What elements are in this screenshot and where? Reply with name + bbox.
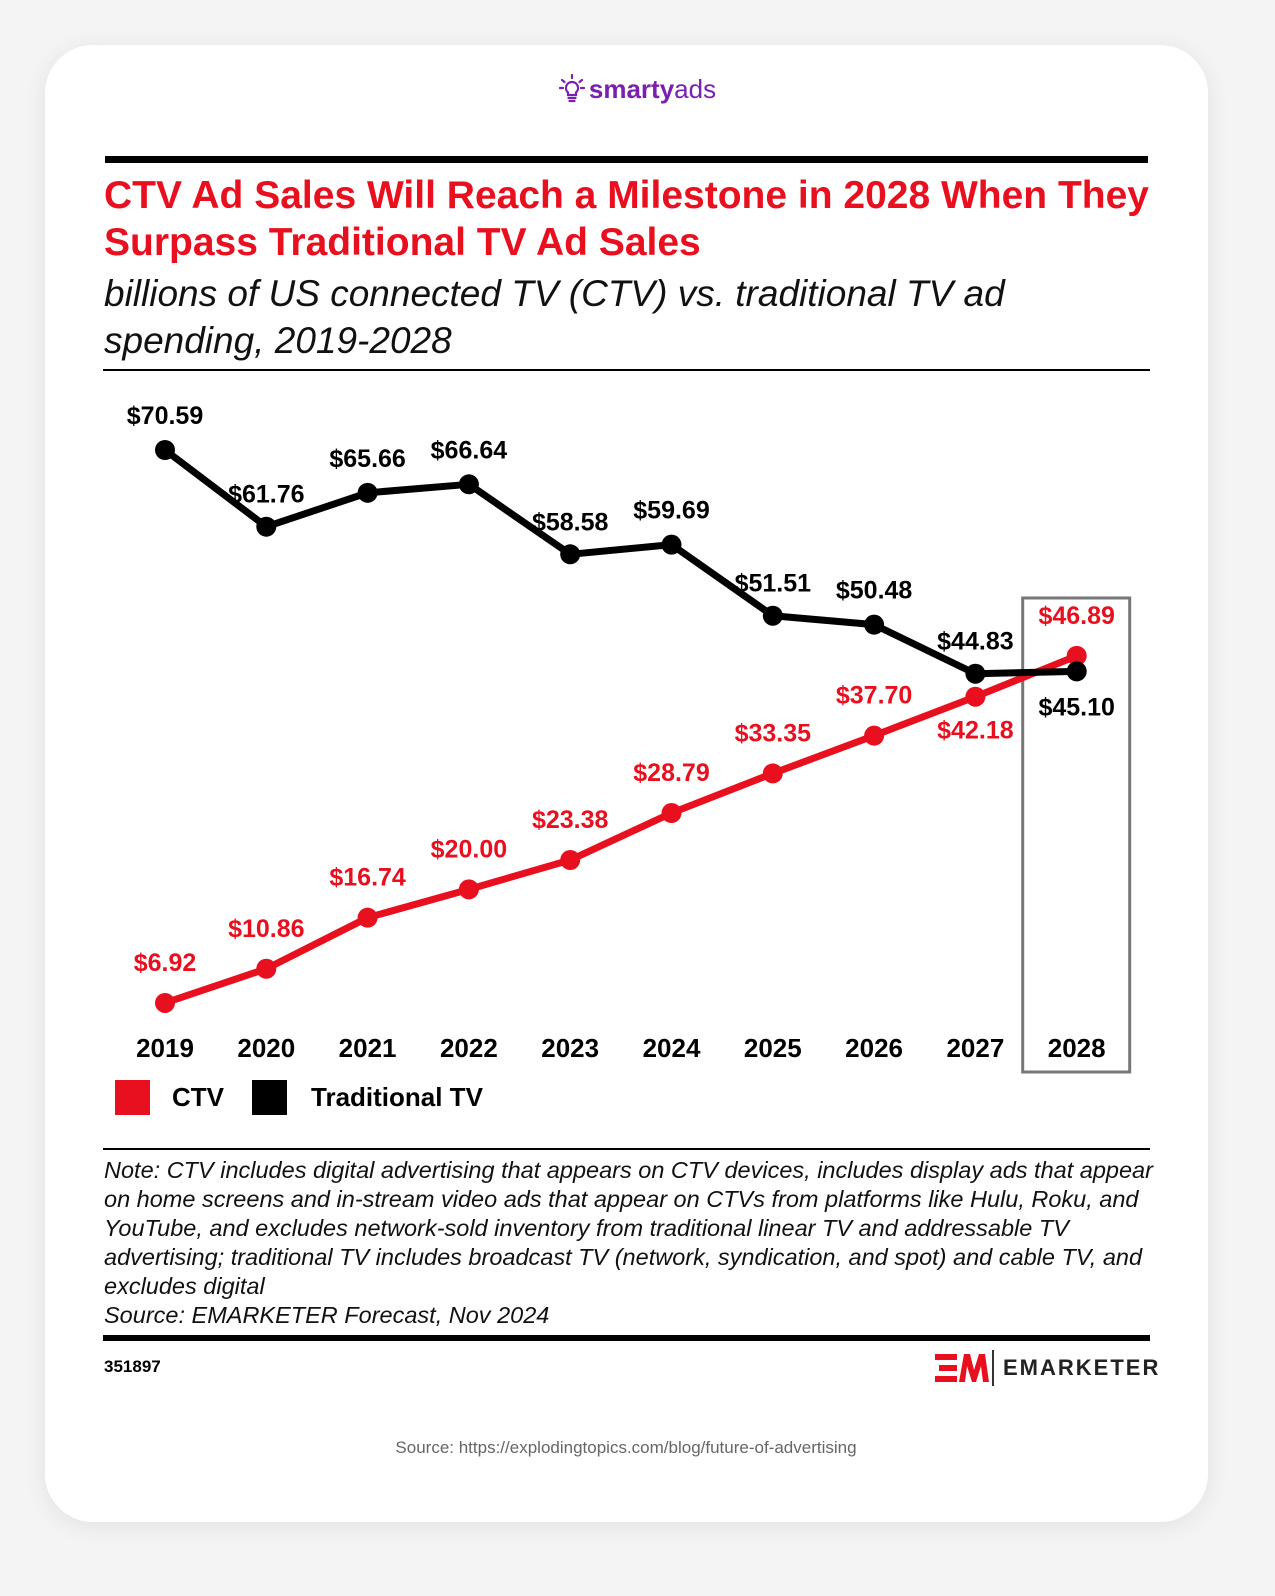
data-label: $61.76: [228, 481, 304, 509]
logo-text-smarty: smarty: [588, 74, 675, 104]
data-label: $58.58: [532, 508, 609, 536]
data-label: $51.51: [735, 570, 812, 598]
data-label: $6.92: [134, 949, 197, 977]
data-label: $65.66: [329, 445, 405, 473]
data-label: $45.10: [1038, 693, 1114, 721]
lightbulb-icon: [558, 73, 585, 103]
x-tick-label: 2028: [1048, 1033, 1106, 1063]
data-label: $50.48: [836, 577, 913, 605]
series-line-1: [162, 447, 1077, 678]
chart-id: 351897: [104, 1357, 161, 1376]
data-point: [256, 958, 277, 979]
card: [45, 45, 1208, 1522]
highlight-box-2028: [1021, 596, 1132, 1074]
data-point: [560, 850, 581, 871]
data-point: [155, 992, 175, 1013]
smartyads-logo[interactable]: smartyads: [0, 73, 1275, 105]
data-point: [864, 614, 885, 635]
data-label: $70.59: [127, 402, 203, 430]
page-source[interactable]: Source: https://explodingtopics.com/blog…: [395, 1438, 857, 1457]
bottom-rule: [103, 1335, 1150, 1341]
note-divider: [103, 1148, 1150, 1150]
data-point: [965, 686, 986, 707]
title-divider: [103, 369, 1150, 371]
data-label: $42.18: [937, 717, 1014, 745]
chart-title: CTV Ad Sales Will Reach a Milestone in 2…: [104, 174, 1149, 264]
x-tick-label: 2025: [744, 1033, 802, 1063]
series-line-0: [163, 652, 1079, 1007]
data-point: [762, 763, 783, 784]
data-point: [256, 516, 277, 537]
data-point: [357, 482, 378, 503]
data-point: [1066, 645, 1087, 666]
note-text: Note: CTV includes digital advertising t…: [104, 1157, 1153, 1299]
data-label: $23.38: [532, 806, 609, 834]
data-point: [155, 440, 175, 460]
publisher-name: EMARKETER: [1003, 1355, 1161, 1380]
legend-label-traditional: Traditional TV: [311, 1082, 484, 1112]
x-tick-label: 2027: [946, 1033, 1004, 1063]
data-label: $59.69: [633, 497, 709, 525]
data-label: $16.74: [329, 864, 406, 892]
x-tick-label: 2026: [845, 1033, 903, 1063]
data-point: [661, 534, 682, 555]
emarketer-logo-icon: [935, 1350, 994, 1386]
data-label: $10.86: [228, 915, 304, 943]
legend-label-ctv: CTV: [172, 1082, 225, 1112]
x-tick-label: 2019: [136, 1033, 194, 1063]
data-point: [458, 879, 479, 900]
data-label: $33.35: [735, 719, 812, 747]
top-rule: [105, 156, 1148, 163]
data-label: $46.89: [1038, 602, 1114, 630]
data-point: [357, 907, 378, 928]
data-point: [762, 605, 783, 626]
chart-subtitle: billions of US connected TV (CTV) vs. tr…: [104, 273, 1005, 361]
data-label: $28.79: [633, 759, 709, 787]
data-point: [560, 544, 581, 565]
x-tick-label: 2020: [237, 1033, 295, 1063]
data-label: $44.83: [937, 628, 1013, 656]
data-label: $37.70: [836, 682, 912, 710]
logo-text-ads: ads: [674, 74, 717, 104]
data-point: [661, 803, 682, 824]
data-label: $20.00: [431, 835, 507, 863]
data-point: [864, 725, 885, 746]
legend-swatch-ctv: [115, 1080, 150, 1115]
legend-swatch-traditional: [252, 1080, 287, 1115]
data-point: [1066, 661, 1087, 682]
x-tick-label: 2022: [440, 1033, 498, 1063]
data-point: [458, 474, 479, 495]
x-tick-label: 2021: [339, 1033, 397, 1063]
x-tick-label: 2024: [643, 1033, 701, 1063]
source-text: Source: EMARKETER Forecast, Nov 2024: [104, 1302, 550, 1328]
data-label: $66.64: [431, 436, 508, 464]
data-point: [965, 663, 986, 684]
note-block: Note: CTV includes digital advertising t…: [104, 1156, 1164, 1330]
x-tick-label: 2023: [541, 1033, 599, 1063]
